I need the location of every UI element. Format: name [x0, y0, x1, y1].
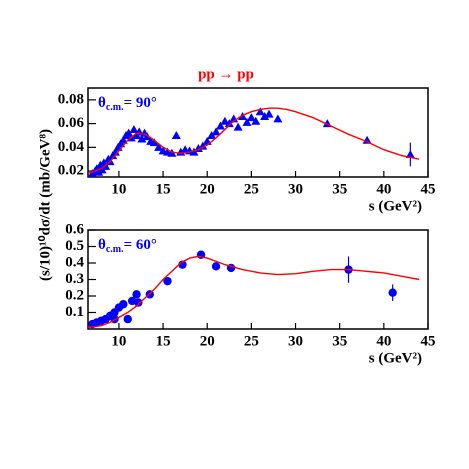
y-tick-label: 0.08: [58, 91, 84, 107]
plot-frame: [87, 87, 429, 178]
x-tick-label: 30: [288, 181, 303, 197]
y-tick-label: 0.02: [58, 163, 84, 179]
data-point: [163, 276, 172, 286]
data-point: [129, 125, 139, 134]
data-point: [171, 130, 181, 139]
x-tick-label: 10: [111, 181, 126, 197]
data-point: [233, 122, 243, 131]
x-tick-label: 30: [288, 333, 303, 349]
x-tick-label: 20: [200, 333, 215, 349]
data-point: [123, 314, 132, 324]
x-tick-label: 10: [111, 333, 126, 349]
chart-title: pp → pp: [198, 66, 254, 82]
fit-curve: [87, 255, 420, 329]
y-tick-label: 0.06: [58, 115, 85, 131]
x-tick-label: 35: [332, 181, 347, 197]
data-point: [137, 134, 147, 143]
y-tick-label: 0.4: [65, 254, 84, 270]
data-point: [405, 149, 415, 158]
data-point: [149, 138, 159, 147]
data-point: [260, 111, 270, 120]
x-tick-label: 40: [376, 333, 391, 349]
data-point: [207, 130, 217, 139]
data-point: [264, 109, 274, 118]
x-tick-label: 15: [156, 181, 171, 197]
data-point: [132, 290, 141, 299]
data-point: [154, 142, 164, 151]
annotation-symbol: θ: [98, 237, 106, 253]
data-point: [198, 141, 208, 150]
x-tick-label: 45: [421, 181, 436, 197]
annotation-text: = 90°: [124, 95, 157, 111]
data-point: [211, 262, 221, 271]
data-point: [110, 147, 120, 156]
data-point: [251, 116, 261, 125]
y-tick-label: 0.04: [58, 139, 85, 155]
annotation-subscript: c.m.: [106, 102, 124, 113]
annotation: θc.m.= 60°: [98, 237, 157, 255]
x-tick-label: 25: [244, 181, 259, 197]
data-point: [224, 119, 234, 128]
y-tick-label: 0.2: [65, 287, 84, 303]
x-axis-label: s (GeV²): [369, 198, 422, 214]
data-point: [215, 121, 225, 130]
y-axis-label: (s/10)¹⁰dσ/dt (mb/GeV⁸): [37, 129, 53, 281]
y-tick-label: 0.1: [65, 304, 84, 320]
x-tick-label: 20: [200, 181, 215, 197]
data-point: [255, 107, 265, 116]
data-point: [119, 300, 128, 309]
y-tick-label: 0.3: [65, 271, 84, 287]
data-point: [273, 114, 283, 123]
data-point: [362, 135, 372, 144]
data-point: [211, 127, 221, 136]
annotation-text: = 60°: [124, 237, 157, 253]
fit-curve: [87, 107, 420, 175]
x-tick-label: 15: [156, 333, 171, 349]
annotation: θc.m.= 90°: [98, 95, 157, 113]
x-tick-label: 25: [244, 333, 259, 349]
annotation-symbol: θ: [98, 95, 106, 111]
data-point: [134, 298, 143, 307]
y-tick-label: 0.5: [65, 238, 84, 254]
x-tick-label: 45: [421, 333, 436, 349]
data-point: [388, 288, 397, 297]
x-tick-label: 35: [332, 333, 347, 349]
data-point: [220, 116, 230, 125]
x-axis-label: s (GeV²): [369, 350, 422, 366]
data-point: [242, 117, 252, 126]
data-point: [246, 113, 256, 122]
x-tick-label: 40: [376, 181, 391, 197]
y-tick-label: 0.6: [65, 221, 84, 237]
annotation-subscript: c.m.: [106, 244, 124, 255]
